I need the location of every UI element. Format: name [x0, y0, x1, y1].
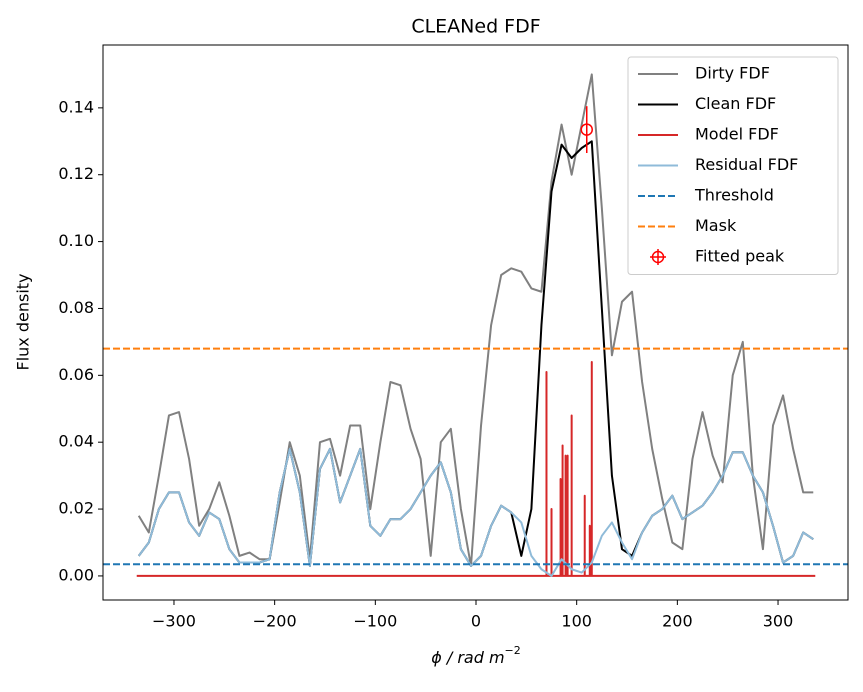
legend-label: Model FDF	[695, 125, 779, 144]
y-tick-label: 0.08	[58, 298, 94, 317]
legend-label: Mask	[695, 216, 737, 235]
legend-box	[627, 56, 839, 275]
x-axis-label-text: ϕ / rad m	[431, 648, 504, 667]
plot-frame	[102, 44, 849, 601]
legend-label: Dirty FDF	[695, 64, 770, 83]
y-tick-label: 0.06	[58, 365, 94, 384]
y-tick-label: 0.02	[58, 499, 94, 518]
x-axis-label-exponent: −2	[505, 644, 521, 657]
legend-label: Residual FDF	[695, 155, 798, 174]
y-tick-label: 0.12	[58, 164, 94, 183]
fitted-peak-marker	[580, 123, 593, 136]
y-tick-label: 0.00	[58, 565, 94, 584]
x-tick-label: 0	[471, 612, 481, 631]
series-line	[136, 360, 816, 577]
x-tick-label: −200	[253, 612, 297, 631]
legend-label: Clean FDF	[695, 94, 776, 113]
y-tick-label: 0.10	[58, 231, 94, 250]
y-axis-label: Flux density	[14, 273, 33, 370]
legend-label: Fitted peak	[695, 247, 785, 266]
x-tick-label: 300	[763, 612, 794, 631]
y-tick-label: 0.04	[58, 432, 94, 451]
chart-title: CLEANed FDF	[411, 16, 540, 38]
series-line	[137, 73, 814, 567]
y-tick-label: 0.14	[58, 97, 94, 116]
legend-swatch	[651, 250, 665, 264]
x-tick-label: −100	[353, 612, 397, 631]
x-axis-label: ϕ / rad m−2	[431, 644, 521, 667]
x-tick-label: 200	[662, 612, 693, 631]
series-line	[137, 447, 814, 577]
legend-label: Threshold	[694, 186, 774, 205]
x-tick-label: −300	[152, 612, 196, 631]
x-tick-label: 100	[561, 612, 592, 631]
